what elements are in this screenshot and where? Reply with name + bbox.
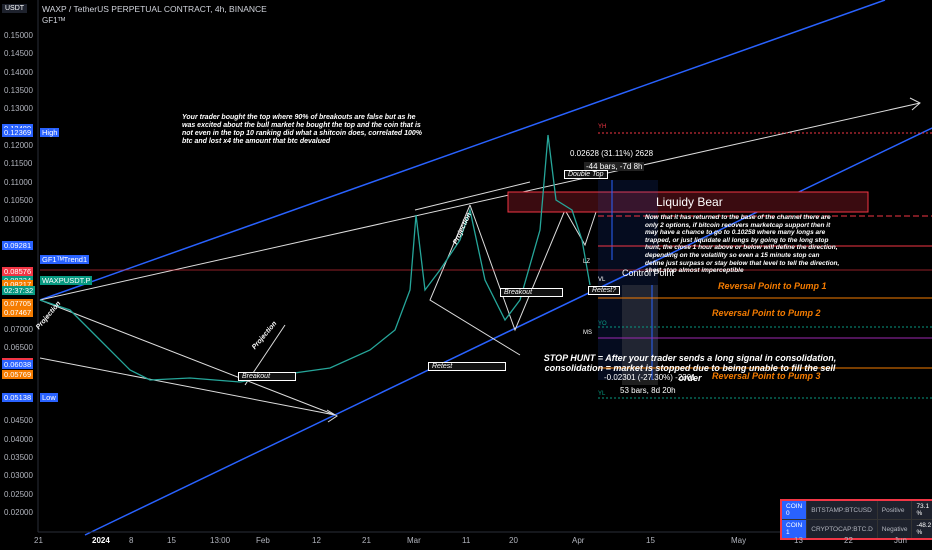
time-label: 22	[844, 536, 853, 545]
measure-label: -44 bars, -7d 8h	[584, 162, 645, 171]
trend-tag: GF1ᵀᴹTrend1	[40, 255, 90, 265]
level-label: YL	[598, 391, 606, 397]
time-label: 2024	[92, 536, 110, 545]
label: Double Top	[564, 170, 608, 179]
label: Reversal Point to Pump 3	[712, 371, 821, 381]
price-label: 0.07000	[4, 324, 33, 334]
label: Reversal Point to Pump 2	[712, 308, 821, 318]
measure-label: 53 bars, 8d 20h	[620, 386, 676, 395]
time-label: 15	[167, 536, 176, 545]
currency[interactable]: USDT	[2, 4, 28, 13]
countdown: 02:37:32	[2, 285, 36, 295]
time-label: Jun	[894, 536, 907, 545]
price-tag: 0.12369	[2, 128, 34, 138]
label: Retest	[428, 362, 506, 371]
price-label: 0.12000	[4, 141, 33, 151]
price-tag: 0.05769	[2, 370, 34, 380]
table-cell: 73.1 %	[911, 499, 932, 520]
price-label: 0.02000	[4, 508, 33, 518]
time-label: 8	[129, 536, 134, 545]
label: Retest?	[588, 286, 621, 295]
time-label: 20	[509, 536, 518, 545]
note: STOP HUNT = After your trader sends a lo…	[543, 353, 837, 383]
line	[414, 181, 531, 211]
time-label: Mar	[407, 536, 421, 545]
price-path	[39, 134, 591, 383]
label: Liquidy Bear	[656, 195, 723, 209]
price-tag-label: WAXPUSDT.P	[40, 276, 93, 286]
price-tag: 0.09281	[2, 241, 34, 251]
price-label: 0.02500	[4, 489, 33, 499]
note: Now that it has returned to the base of …	[645, 214, 840, 275]
level-label: YO	[598, 321, 607, 327]
indicator: GF1ᵀᴹ	[42, 16, 66, 25]
triangle	[39, 299, 336, 416]
price-label: 0.15000	[4, 31, 33, 40]
price-label: 0.03500	[4, 453, 33, 463]
price-tag: 0.06038	[2, 360, 34, 370]
price-label: 0.10500	[4, 196, 33, 206]
price-label: 0.04000	[4, 434, 33, 444]
table-cell: BITSTAMP:BTCUSD	[806, 499, 878, 520]
price-label: 0.14500	[4, 49, 33, 59]
table-cell: COIN 0	[780, 499, 808, 520]
title: WAXP / TetherUS PERPETUAL CONTRACT, 4h, …	[42, 4, 267, 14]
time-label: May	[731, 536, 747, 545]
time-label: 12	[312, 536, 321, 545]
price-label: 0.11500	[4, 159, 33, 169]
price-label: 0.06500	[4, 342, 33, 352]
level-label: LZ	[583, 259, 591, 265]
time-label: Feb	[256, 536, 270, 545]
arrow	[909, 97, 921, 111]
channel-top	[39, 0, 886, 301]
price-tag: 0.07467	[2, 307, 34, 317]
liquidity-box	[507, 191, 869, 213]
price-label: 0.13000	[4, 104, 33, 114]
measure-up	[598, 180, 658, 380]
price-tag: 0.07705	[2, 299, 34, 309]
price-label: 0.13500	[4, 86, 33, 96]
label: Reversal Point to Pump 1	[718, 281, 827, 291]
table-cell: -48.2 %	[911, 519, 932, 540]
table-cell: COIN 1	[780, 519, 808, 540]
time-label: 13	[794, 536, 803, 545]
table-cell: Positive	[876, 499, 913, 520]
price-label: 0.10000	[4, 214, 33, 224]
price-label: 0.03000	[4, 471, 33, 481]
label: Breakout	[238, 372, 296, 381]
price-tag-label: High	[40, 128, 60, 138]
correlation-table: COIN 0 BITSTAMP:BTCUSD Positive 73.1 % COIN …	[780, 499, 932, 540]
time-label: 15	[646, 536, 655, 545]
channel-bottom	[84, 127, 932, 536]
label: Breakout	[500, 288, 563, 297]
table-cell: CRYPTOCAP:BTC.D	[806, 519, 878, 540]
price-tag: 0.05138	[2, 393, 34, 403]
level-label: YH	[598, 124, 607, 130]
price-tag: 0.08217	[2, 280, 34, 290]
time-label: 21	[34, 536, 43, 545]
time-label: Apr	[572, 536, 585, 545]
note: Your trader bought the top where 90% of …	[182, 114, 422, 145]
price-label: 0.04500	[4, 416, 33, 426]
price-tag: 0.08576	[2, 267, 34, 277]
measure-label: 0.02628 (31.11%) 2628	[570, 149, 654, 158]
time-label: 13:00	[210, 536, 231, 545]
level-label: VL	[598, 277, 606, 283]
zigzag	[469, 199, 601, 332]
projection-line	[429, 204, 521, 356]
label: Control Point	[622, 268, 675, 278]
price-tag-label: Low	[40, 393, 58, 403]
table-row: COIN 1 CRYPTOCAP:BTC.D Negative -48.2 %	[780, 519, 932, 540]
time-label: 11	[462, 536, 471, 545]
arrow	[326, 409, 338, 423]
level-label: MS	[583, 330, 592, 336]
trend-line	[39, 102, 921, 301]
table-row: COIN 0 BITSTAMP:BTCUSD Positive 73.1 %	[780, 499, 932, 520]
measure-label: -0.02301 (-27.30%) -2301	[604, 373, 696, 382]
time-label: 21	[362, 536, 371, 545]
price-label: 0.14000	[4, 67, 33, 77]
price-label: 0.11000	[4, 177, 33, 187]
